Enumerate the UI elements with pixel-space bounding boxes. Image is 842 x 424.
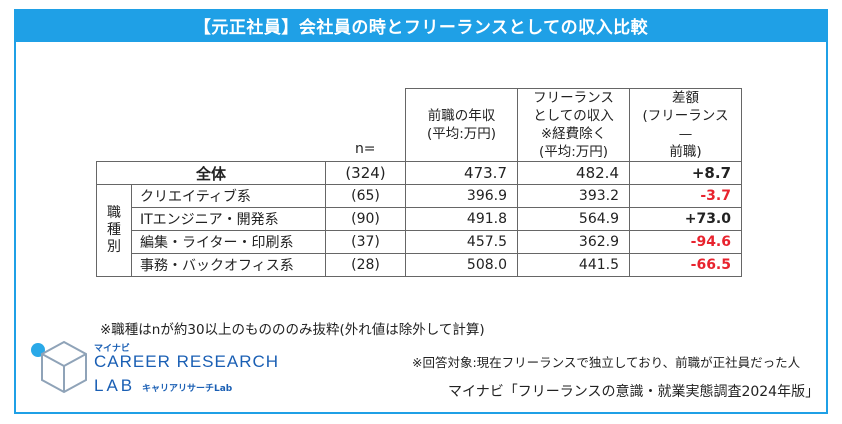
col-free-line-1: フリーランス [533, 90, 614, 106]
row-free: 393.2 [517, 184, 630, 208]
row-free: 362.9 [517, 230, 630, 254]
table-row: 事務・バックオフィス系 (28) 508.0 441.5 -66.5 [97, 253, 742, 277]
total-n: (324) [325, 161, 406, 185]
col-diff-header: 差額 (フリーランス — 前職) [629, 88, 742, 162]
col-prev-income-header: 前職の年収 (平均:万円) [405, 88, 518, 162]
logo-lab-text: LAB [94, 376, 136, 395]
table-row: 職 種 別 クリエイティブ系 (65) 396.9 393.2 -3.7 [96, 184, 742, 277]
col-prev-line-2: (平均:万円) [426, 126, 497, 142]
row-prev: 457.5 [405, 230, 518, 254]
row-prev: 491.8 [405, 207, 518, 231]
logo-main-text: CAREER RESEARCH [94, 352, 280, 371]
row-n: (90) [325, 207, 406, 231]
row-n: (37) [325, 230, 406, 254]
table-header-row: n= 前職の年収 (平均:万円) フリーランス としての収入 ※経費除く (平均… [97, 88, 742, 162]
group-label-char-1: 職 [107, 205, 121, 221]
row-label: 事務・バックオフィス系 [131, 253, 326, 277]
n-header: n= [325, 88, 406, 162]
career-research-lab-logo-icon [31, 340, 87, 394]
source-note: マイナビ「フリーランスの意識・就業実態調査2024年版」 [448, 384, 820, 400]
group-label-char-2: 種 [107, 222, 121, 238]
row-diff: -94.6 [629, 230, 742, 254]
respondent-note: ※回答対象:現在フリーランスで独立しており、前職が正社員だった人 [412, 355, 801, 370]
total-diff: +8.7 [629, 161, 742, 185]
col-free-line-4: (平均:万円) [538, 144, 609, 160]
row-label: 編集・ライター・印刷系 [131, 230, 326, 254]
logo-brand: マイナビ [94, 344, 130, 354]
table-row: ITエンジニア・開発系 (90) 491.8 564.9 +73.0 [97, 207, 742, 231]
group-label: 職 種 別 [96, 184, 132, 277]
logo-sub-text: キャリアリサーチLab [142, 384, 233, 394]
col-freelance-income-header: フリーランス としての収入 ※経費除く (平均:万円) [517, 88, 630, 162]
content-frame [14, 42, 828, 414]
row-diff: +73.0 [629, 207, 742, 231]
total-label: 全体 [96, 161, 326, 185]
row-prev: 396.9 [405, 184, 518, 208]
row-free: 564.9 [517, 207, 630, 231]
col-diff-line-3: — [678, 126, 693, 142]
group-label-char-3: 別 [107, 239, 121, 255]
row-n: (65) [325, 184, 406, 208]
row-diff: -66.5 [629, 253, 742, 277]
col-free-line-3: ※経費除く [540, 126, 607, 142]
row-label: クリエイティブ系 [131, 184, 326, 208]
col-free-line-2: としての収入 [533, 108, 614, 124]
row-label: ITエンジニア・開発系 [131, 207, 326, 231]
col-diff-line-2: (フリーランス [642, 108, 729, 124]
row-diff: -3.7 [629, 184, 742, 208]
col-prev-line-1: 前職の年収 [427, 108, 496, 124]
row-prev: 508.0 [405, 253, 518, 277]
occupation-note: ※職種はnが約30以上のものののみ抜粋(外れ値は除外して計算) [100, 322, 485, 338]
table-row: 編集・ライター・印刷系 (37) 457.5 362.9 -94.6 [97, 230, 742, 254]
col-diff-line-4: 前職) [669, 144, 702, 160]
table-row-total: 全体 (324) 473.7 482.4 +8.7 [96, 161, 742, 185]
total-free: 482.4 [517, 161, 630, 185]
income-comparison-table: n= 前職の年収 (平均:万円) フリーランス としての収入 ※経費除く (平均… [96, 88, 742, 277]
total-prev: 473.7 [405, 161, 518, 185]
page-title: 【元正社員】会社員の時とフリーランスとしての収入比較 [14, 9, 828, 42]
row-free: 441.5 [517, 253, 630, 277]
col-diff-line-1: 差額 [672, 90, 699, 106]
row-n: (28) [325, 253, 406, 277]
